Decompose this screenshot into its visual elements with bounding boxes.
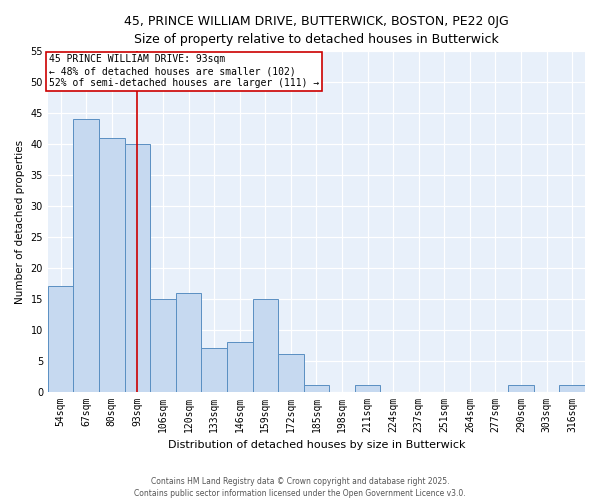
Bar [304, 386, 329, 392]
Bar [125, 144, 150, 392]
Bar [355, 386, 380, 392]
Bar [508, 386, 534, 392]
Bar [227, 342, 253, 392]
Bar [278, 354, 304, 392]
Y-axis label: Number of detached properties: Number of detached properties [15, 140, 25, 304]
Bar [48, 286, 73, 392]
Text: Contains HM Land Registry data © Crown copyright and database right 2025.
Contai: Contains HM Land Registry data © Crown c… [134, 476, 466, 498]
Bar [73, 120, 99, 392]
Bar [99, 138, 125, 392]
Text: 45 PRINCE WILLIAM DRIVE: 93sqm
← 48% of detached houses are smaller (102)
52% of: 45 PRINCE WILLIAM DRIVE: 93sqm ← 48% of … [49, 54, 319, 88]
Bar [176, 292, 202, 392]
Bar [150, 299, 176, 392]
Bar [559, 386, 585, 392]
X-axis label: Distribution of detached houses by size in Butterwick: Distribution of detached houses by size … [168, 440, 465, 450]
Title: 45, PRINCE WILLIAM DRIVE, BUTTERWICK, BOSTON, PE22 0JG
Size of property relative: 45, PRINCE WILLIAM DRIVE, BUTTERWICK, BO… [124, 15, 509, 46]
Bar [253, 299, 278, 392]
Bar [202, 348, 227, 392]
